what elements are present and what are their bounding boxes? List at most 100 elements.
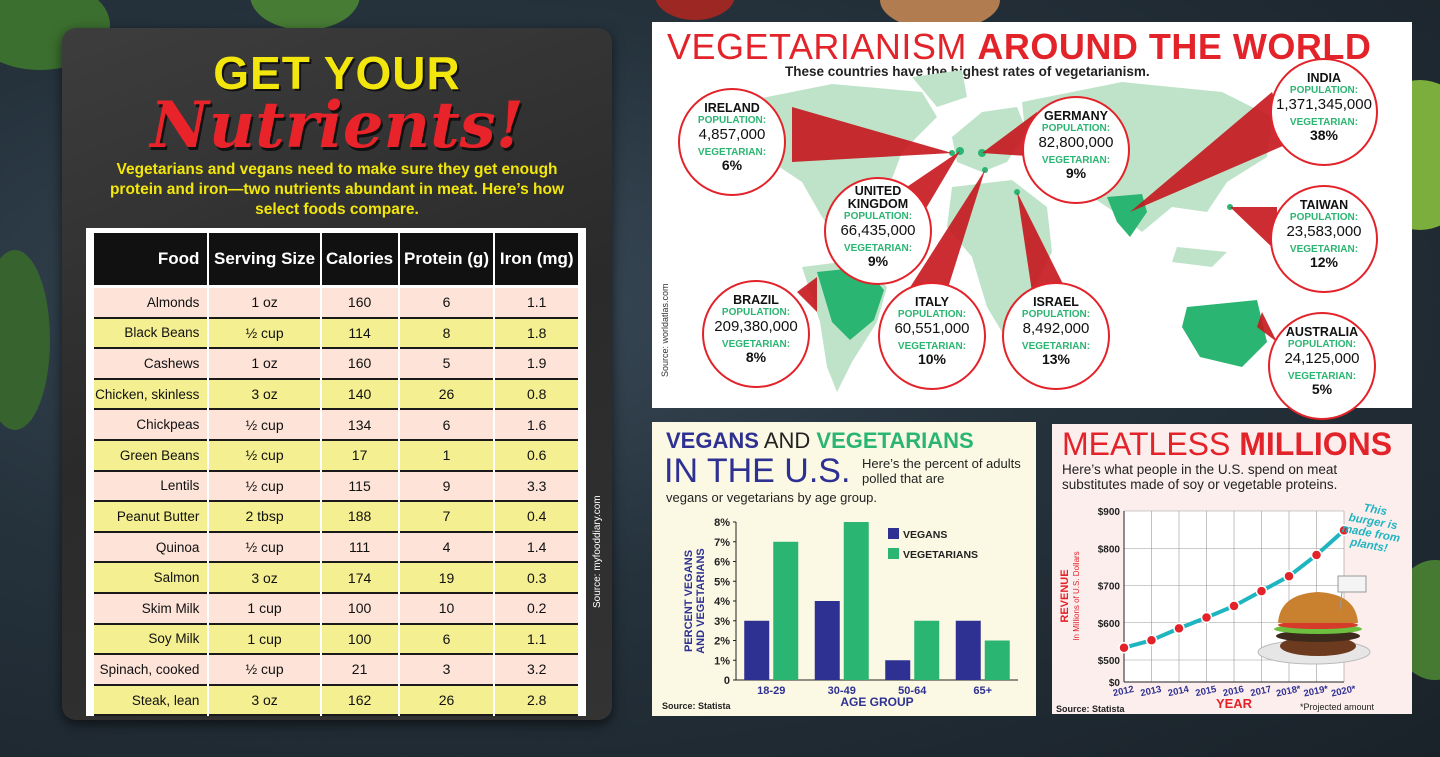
population-label: POPULATION:: [721, 307, 791, 318]
vegetarian-value: 12%: [1309, 254, 1339, 270]
table-cell: 188: [321, 502, 398, 533]
nutrients-table-container: Food Serving Size Calories Protein (g) Iron …: [86, 228, 586, 717]
data-point-2019*: [1310, 549, 1323, 561]
column-header: Protein (g): [399, 233, 494, 288]
table-cell: 1.4: [495, 532, 578, 564]
table-cell: 1 oz: [209, 349, 320, 380]
x-tick-label: 30-49: [828, 685, 856, 697]
vegetarian-label: VEGETARIAN:: [697, 147, 767, 158]
country-circle-brazil: BRAZIL POPULATION: 209,380,000 VEGETARIAN: 8…: [702, 280, 810, 388]
italy-pointer: [907, 170, 985, 307]
population-value: 23,583,000: [1286, 223, 1362, 240]
table-cell: 26: [399, 379, 494, 411]
x-tick-label: 2013: [1139, 684, 1162, 699]
y-tick-label: 3%: [714, 616, 730, 628]
data-point-2020*: [1338, 524, 1350, 537]
australia-shape: [1182, 300, 1267, 367]
table-cell: 140: [321, 379, 398, 411]
projected-note: *Projected amount: [1300, 702, 1375, 712]
population-label: POPULATION:: [1289, 85, 1359, 96]
vegans-subtitle-1: Here’s the percent of adults polled that…: [862, 456, 1021, 486]
table-cell: ½ cup: [209, 471, 320, 503]
y-axis-title-line2: AND VEGETARIANS: [695, 548, 707, 654]
population-label: POPULATION:: [1021, 309, 1091, 320]
vegetarian-value: 38%: [1309, 127, 1339, 143]
table-cell: ½ cup: [209, 410, 320, 441]
table-cell: 115: [321, 471, 398, 503]
table-cell: 2 tbsp: [209, 502, 320, 533]
population-label: POPULATION:: [843, 211, 913, 222]
table-row: Lentils ½ cup 115 9 3.3: [94, 471, 578, 503]
australia-pointer: [1257, 312, 1277, 342]
population-label: POPULATION:: [697, 115, 767, 126]
x-tick-label: 2018*: [1275, 684, 1302, 700]
table-cell: 7: [399, 502, 494, 533]
table-cell: 3 oz: [209, 563, 320, 594]
country-name: AUSTRALIA: [1285, 325, 1359, 339]
table-cell: 0.4: [495, 502, 578, 533]
vegetarian-value: 9%: [867, 253, 889, 269]
vegetarian-value: 9%: [1065, 165, 1087, 181]
data-point-2013: [1145, 634, 1158, 647]
x-tick-label: 65+: [973, 685, 992, 697]
vegetarian-label: VEGETARIAN:: [843, 243, 913, 254]
column-header: Serving Size: [209, 233, 320, 288]
vegans-title: VEGANS AND VEGETARIANS: [666, 428, 974, 454]
population-value: 8,492,000: [1022, 320, 1090, 337]
table-cell: ½ cup: [209, 440, 320, 472]
table-cell: Lentils: [94, 471, 208, 503]
x-tick-label: 2019*: [1303, 684, 1330, 700]
table-cell: Chicken, skinless: [94, 379, 208, 411]
column-header: Calories: [321, 233, 398, 288]
vegetarian-label: VEGETARIAN:: [897, 341, 967, 352]
table-cell: Salmon: [94, 563, 208, 594]
x-tick-label: 50-64: [898, 685, 927, 697]
india-pointer: [1130, 92, 1292, 212]
legend-swatch-vegetarians: [888, 548, 899, 559]
greenland-shape: [912, 70, 967, 107]
y-tick-label: $500: [1098, 656, 1121, 667]
meatless-title: MEATLESS MILLIONS: [1062, 426, 1392, 463]
y-tick-label: 4%: [714, 596, 730, 608]
table-cell: ½ cup: [209, 655, 320, 686]
country-name: GERMANY: [1044, 109, 1108, 123]
vegetarian-label: VEGETARIAN:: [1289, 244, 1359, 255]
y-tick-label: 1%: [714, 655, 730, 667]
table-cell: 3.3: [495, 471, 578, 503]
table-cell: 1.6: [495, 410, 578, 441]
table-cell: Peanut Butter: [94, 502, 208, 533]
map-source: Source: worldatlas.com: [660, 283, 670, 377]
y-axis-title-line1: PERCENT VEGANS: [683, 550, 695, 652]
table-cell: 1.9: [495, 349, 578, 380]
table-cell: 160: [321, 288, 398, 319]
country-name: TAIWAN: [1299, 198, 1349, 212]
burger-top-bun-icon: [1278, 592, 1358, 623]
brazil-pointer: [797, 277, 817, 312]
vegans-bar-chart: 0 1% 2% 3% 4% 5% 6% 7% 8% 18-29 30-49 50-64 65+ AGE G…: [683, 517, 1018, 709]
taiwan-pointer: [1230, 207, 1277, 252]
map-subtitle: These countries have the highest rates o…: [785, 64, 1150, 79]
x-axis-title: AGE GROUP: [840, 695, 913, 709]
vegans-panel: VEGANS AND VEGETARIANS IN THE U.S. Here’…: [652, 422, 1036, 716]
population-value: 82,800,000: [1038, 134, 1114, 151]
table-cell: Spinach, cooked: [94, 655, 208, 686]
table-cell: 6: [399, 288, 494, 319]
population-value: 1,371,345,000: [1276, 96, 1372, 113]
table-cell: 3.2: [495, 655, 578, 686]
population-label: POPULATION:: [897, 309, 967, 320]
nutrients-intro: Vegetarians and vegans need to make sure…: [109, 161, 565, 218]
vegetable-decoration: [655, 0, 735, 20]
country-circle-germany: GERMANY POPULATION: 82,800,000 VEGETARIAN: 9…: [1022, 96, 1130, 204]
table-cell: 1 oz: [209, 288, 320, 319]
vegetarian-value: 6%: [721, 157, 743, 173]
table-cell: Skim Milk: [94, 593, 208, 625]
column-header: Iron (mg): [495, 233, 578, 288]
nutrients-title-line2: Nutrients!: [150, 88, 524, 163]
map-title: VEGETARIANISM AROUND THE WORLD: [667, 26, 1371, 68]
vegans-title-a: VEGANS: [666, 428, 759, 453]
nutrients-panel: GET YOUR Nutrients! Vegetarians and vega…: [62, 28, 612, 720]
table-row: Chickpeas ½ cup 134 6 1.6: [94, 410, 578, 441]
europe-shape: [952, 107, 1027, 172]
x-tick-label: 2016: [1222, 684, 1245, 699]
vegans-subtitle-2: vegans or vegetarians by age group.: [666, 490, 878, 505]
